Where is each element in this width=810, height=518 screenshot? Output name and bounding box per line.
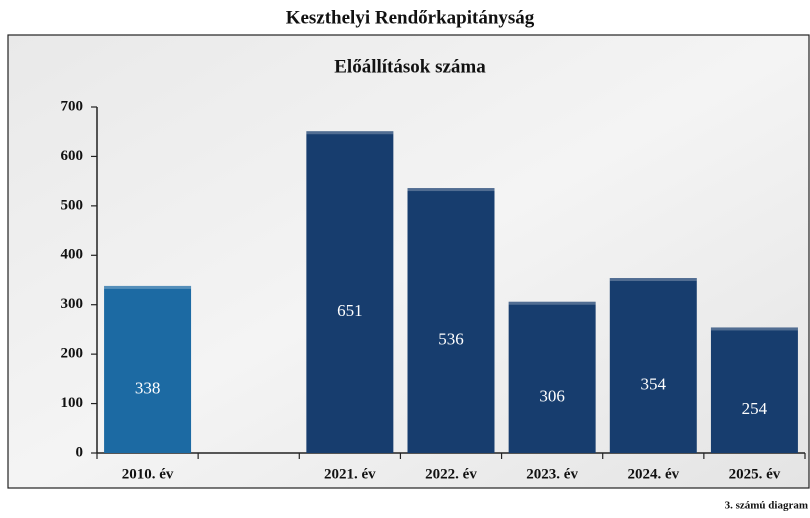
y-tick-label: 400 [61, 247, 84, 263]
bar-highlight [609, 278, 697, 282]
value-label: 306 [539, 386, 565, 405]
bar [508, 301, 596, 453]
x-tick-label: 2010. év [122, 466, 174, 482]
bar-highlight [104, 285, 192, 289]
footnote: 3. számú diagram [725, 500, 808, 512]
chart-title: Keszthelyi Rendőrkapitányság [286, 7, 535, 28]
bar-highlight [508, 301, 596, 305]
bar-highlight [710, 327, 798, 331]
bar [306, 131, 394, 453]
chart-subtitle: Előállítások száma [334, 56, 486, 77]
bar [407, 188, 495, 453]
value-label: 651 [337, 301, 363, 320]
y-tick-label: 600 [61, 148, 84, 164]
y-tick-label: 300 [61, 296, 84, 312]
value-label: 254 [742, 399, 768, 418]
y-tick-label: 100 [61, 395, 84, 411]
value-label: 354 [641, 374, 667, 393]
y-tick-label: 700 [61, 98, 84, 114]
bar-highlight [306, 131, 394, 135]
y-tick-label: 500 [61, 197, 84, 213]
bar [609, 278, 697, 453]
x-tick-label: 2024. év [627, 466, 679, 482]
x-tick-label: 2021. év [324, 466, 376, 482]
y-tick-label: 0 [76, 444, 84, 460]
x-tick-label: 2022. év [425, 466, 477, 482]
y-tick-label: 200 [61, 346, 84, 362]
x-tick-label: 2025. év [729, 466, 781, 482]
bar-highlight [407, 188, 495, 192]
bar [710, 327, 798, 453]
x-tick-label: 2023. év [526, 466, 578, 482]
bar [104, 285, 192, 453]
value-label: 536 [438, 329, 464, 348]
value-label: 338 [135, 378, 161, 397]
